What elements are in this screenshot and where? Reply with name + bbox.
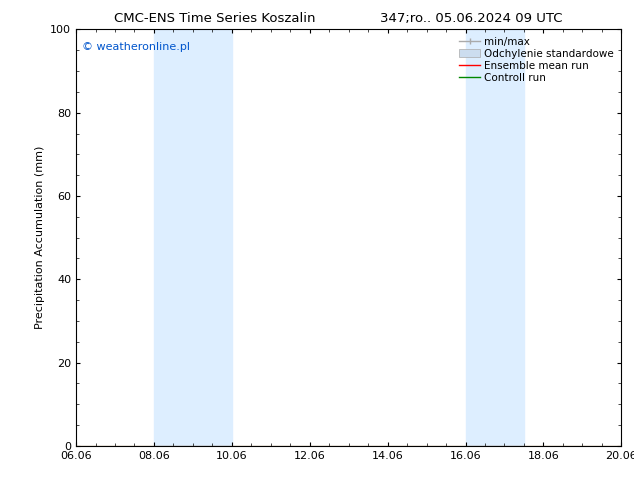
Text: 347;ro.. 05.06.2024 09 UTC: 347;ro.. 05.06.2024 09 UTC (380, 12, 563, 25)
Legend: min/max, Odchylenie standardowe, Ensemble mean run, Controll run: min/max, Odchylenie standardowe, Ensembl… (457, 35, 616, 85)
Bar (154, 29, 232, 446)
Bar (465, 29, 524, 446)
Text: © weatheronline.pl: © weatheronline.pl (82, 42, 190, 52)
Text: CMC-ENS Time Series Koszalin: CMC-ENS Time Series Koszalin (114, 12, 316, 25)
Y-axis label: Precipitation Accumulation (mm): Precipitation Accumulation (mm) (35, 146, 44, 329)
